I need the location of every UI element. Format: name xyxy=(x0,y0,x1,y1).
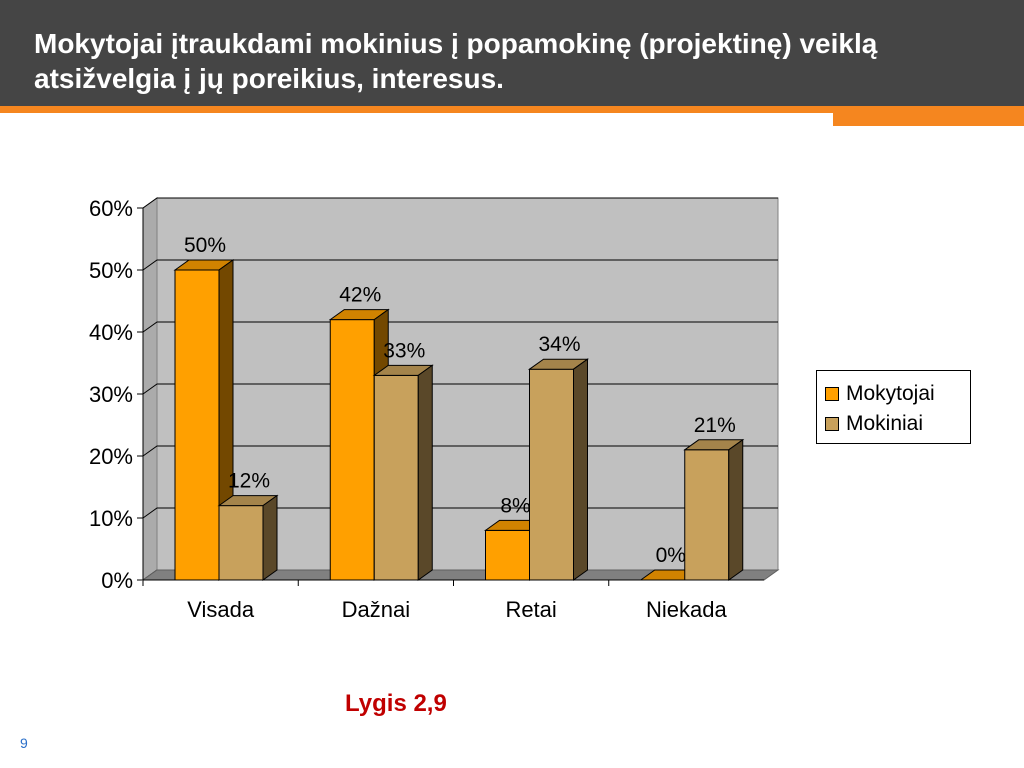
y-tick-label: 60% xyxy=(89,196,133,221)
bar-side-mokiniai-visada xyxy=(262,494,278,581)
x-tick-label-niekada: Niekada xyxy=(646,597,727,622)
level-note: Lygis 2,9 xyxy=(345,690,447,717)
legend-swatch-mokytojai xyxy=(825,387,839,401)
gridline xyxy=(142,259,778,271)
y-tick-label: 0% xyxy=(101,568,133,593)
y-tick-label: 50% xyxy=(89,258,133,283)
gridline xyxy=(142,197,778,209)
bar-side-mokiniai-daznai xyxy=(417,364,433,581)
data-label-mokiniai-daznai: 33% xyxy=(383,339,425,362)
data-label-mokiniai-niekada: 21% xyxy=(694,414,736,437)
bar-mokytojai-retai xyxy=(485,529,530,581)
data-label-mokiniai-visada: 12% xyxy=(228,470,270,493)
legend-swatch-mokiniai xyxy=(825,417,839,431)
data-label-mokiniai-retai: 34% xyxy=(538,333,580,356)
x-tick-label-daznai: Dažnai xyxy=(342,597,410,622)
accent-stripe xyxy=(0,106,1024,113)
bar-mokiniai-daznai xyxy=(373,374,419,581)
bar-side-mokiniai-retai xyxy=(573,358,588,581)
bar-mokiniai-retai xyxy=(529,368,574,581)
bar-mokiniai-visada xyxy=(218,505,264,581)
bar-side-mokiniai-niekada xyxy=(728,438,744,581)
y-tick-label: 40% xyxy=(89,320,133,345)
bar-mokytojai-daznai xyxy=(329,319,375,581)
data-label-mokytojai-visada: 50% xyxy=(184,234,226,257)
chart-legend: Mokytojai Mokiniai xyxy=(816,370,971,444)
x-tick-label-retai: Retai xyxy=(505,597,556,622)
y-tick-label: 10% xyxy=(89,506,133,531)
gridline xyxy=(142,321,778,333)
slide-title: Mokytojai įtraukdami mokinius į popamoki… xyxy=(34,28,878,94)
y-tick-label: 20% xyxy=(89,444,133,469)
title-bar: Mokytojai įtraukdami mokinius į popamoki… xyxy=(0,0,1024,106)
legend-item-mokytojai: Mokytojai xyxy=(825,381,935,407)
bar-mokytojai-visada xyxy=(174,269,220,581)
data-label-mokytojai-niekada: 0% xyxy=(656,544,686,567)
data-label-mokytojai-daznai: 42% xyxy=(339,284,381,307)
x-tick-label-visada: Visada xyxy=(187,597,255,622)
accent-tab xyxy=(833,113,1024,126)
page-number: 9 xyxy=(20,735,28,751)
data-label-mokytojai-retai: 8% xyxy=(500,494,530,517)
legend-item-mokiniai: Mokiniai xyxy=(825,411,923,437)
legend-label-mokytojai: Mokytojai xyxy=(846,382,935,405)
bar-mokiniai-niekada xyxy=(684,449,730,581)
y-tick-label: 30% xyxy=(89,382,133,407)
legend-label-mokiniai: Mokiniai xyxy=(846,412,924,435)
